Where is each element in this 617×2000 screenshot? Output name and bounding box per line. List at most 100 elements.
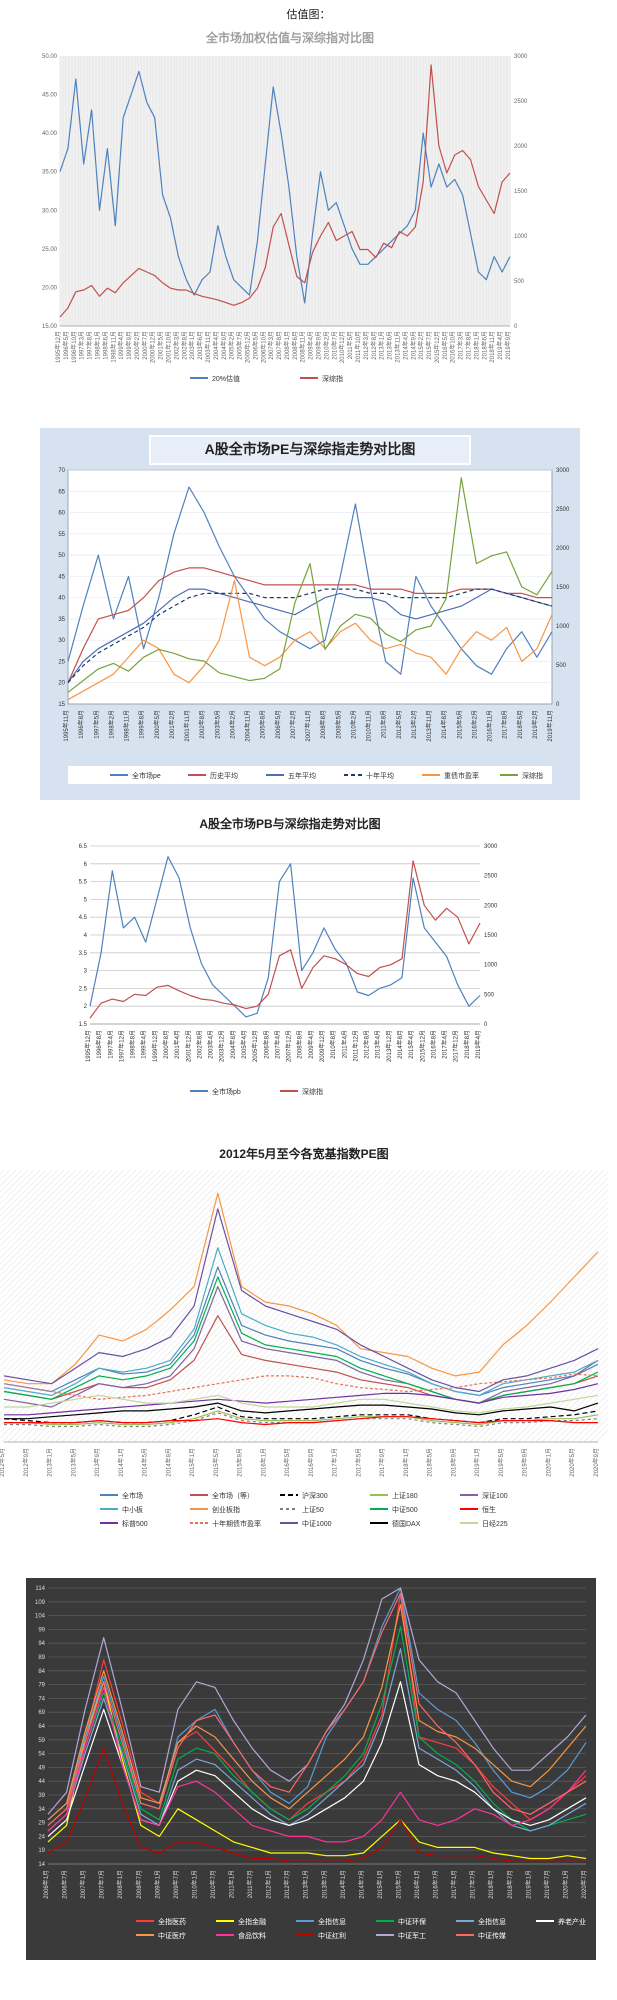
- gridline: [283, 1169, 557, 1443]
- x-tick-label: 1998年11月: [123, 710, 131, 742]
- x-tick-label: 2013年11月: [393, 331, 401, 363]
- y-tick-left: 94: [38, 1641, 45, 1647]
- x-tick-label: 2003年1月: [188, 331, 196, 360]
- gridline: [211, 1169, 485, 1443]
- legend-label: 中证红利: [318, 1931, 346, 1940]
- gridline: [427, 1261, 608, 1443]
- gridline: [259, 1169, 533, 1443]
- y-tick-left: 60: [58, 511, 65, 517]
- legend-label: 深综指: [522, 771, 543, 780]
- legend-label: 全市场pb: [212, 1087, 241, 1096]
- x-tick-label: 1998年6月: [101, 331, 109, 360]
- x-tick-label: 2009年1月: [153, 1870, 161, 1899]
- y-tick-right: 1500: [556, 585, 570, 591]
- gridline: [0, 1169, 137, 1307]
- chart-weighted-valuation-vs-szse: 全市场加权估值与深综指对比图 15.00 20.00 25.00 30.00 35.00 4…: [30, 26, 550, 416]
- series-line-14: [4, 1394, 599, 1414]
- y-tick-left: 1.5: [79, 1022, 88, 1028]
- gridline: [139, 1169, 413, 1443]
- y-tick-right: 500: [556, 663, 567, 669]
- gridline: [0, 1169, 179, 1349]
- x-tick-label: 2014年8月: [440, 710, 448, 739]
- gridline: [169, 1169, 443, 1443]
- x-tick-label: 2013年12月: [385, 1030, 393, 1062]
- gridline: [55, 1169, 329, 1443]
- y-tick-left: 64: [38, 1724, 45, 1730]
- legend-label: 德国DAX: [392, 1519, 421, 1528]
- y-tick-left: 50.00: [42, 54, 58, 60]
- x-tick-label: 2007年11月: [304, 710, 312, 742]
- x-tick-label: 2011年8月: [380, 710, 388, 738]
- legend-label: 全市场pe: [132, 771, 161, 780]
- x-tick-label: 2012年9月: [22, 1448, 30, 1477]
- x-tick-label: 2012年7月: [283, 1870, 291, 1899]
- legend-label: 标普500: [122, 1519, 148, 1528]
- gridline: [103, 1169, 377, 1443]
- y-tick-left: 45: [58, 574, 65, 580]
- gridline: [277, 1169, 551, 1443]
- x-tick-label: 2006年5月: [274, 710, 282, 739]
- gridline: [247, 1169, 521, 1443]
- x-tick-label: 2014年4月: [401, 331, 409, 360]
- gridline: [79, 1169, 353, 1443]
- x-tick-label: 2004年8月: [229, 1030, 237, 1059]
- y-tick-left: 49: [38, 1765, 45, 1771]
- gridline: [0, 1169, 239, 1409]
- x-tick-label: 2004年9月: [220, 331, 228, 360]
- gridline: [0, 1169, 53, 1223]
- chart-1-svg: 全市场加权估值与深综指对比图 15.00 20.00 25.00 30.00 35.00 4…: [42, 30, 528, 383]
- x-tick-label: 2014年8月: [396, 1030, 404, 1059]
- gridline: [0, 1169, 167, 1337]
- x-tick-label: 1999年4月: [140, 1030, 148, 1059]
- x-tick-label: 2012年3月: [362, 331, 370, 360]
- x-tick-label: 2014年9月: [164, 1448, 172, 1477]
- y-tick-right: 2500: [514, 99, 528, 105]
- series-line-4: [67, 580, 553, 701]
- gridline: [0, 1169, 113, 1283]
- series-line-1: [89, 860, 481, 1019]
- gridline: [0, 1169, 119, 1289]
- y-tick-left: 109: [35, 1600, 46, 1606]
- legend-label: 深证100: [482, 1491, 508, 1500]
- y-tick-right: 0: [484, 1022, 488, 1028]
- legend-label: 中证500: [392, 1505, 418, 1514]
- x-tick-label: 2003年4月: [207, 1030, 215, 1059]
- x-tick-label: 2008年1月: [283, 331, 291, 360]
- legend-label: 创业板指: [212, 1505, 240, 1514]
- x-tick-label: 2019年11月: [546, 710, 554, 742]
- x-tick-label: 1997年3月: [78, 331, 86, 360]
- y-tick-right: 0: [556, 702, 560, 708]
- x-tick-label: 2013年11月: [425, 710, 433, 742]
- x-tick-label: 1998年8月: [129, 1030, 137, 1059]
- x-tick-label: 2016年1月: [413, 1870, 421, 1899]
- x-tick-label: 2016年10月: [449, 331, 457, 363]
- y-tick-right: 1500: [514, 189, 528, 195]
- legend-label: 五年平均: [288, 771, 316, 780]
- gridline: [181, 1169, 455, 1443]
- gridline: [319, 1169, 593, 1443]
- y-tick-left: 4: [84, 933, 88, 939]
- x-tick-label: 1997年5月: [92, 710, 100, 739]
- series-line-6: [3, 1192, 599, 1385]
- gridline: [505, 1339, 608, 1443]
- gridline: [295, 1169, 569, 1443]
- gridline: [85, 1169, 359, 1443]
- legend-label: 食品饮料: [238, 1931, 266, 1940]
- x-tick-label: 2014年1月: [339, 1870, 347, 1899]
- x-tick-label: 2010年7月: [330, 331, 338, 360]
- gridline: [0, 1169, 203, 1373]
- x-tick-label: 2013年1月: [302, 1870, 310, 1899]
- gridline: [493, 1327, 608, 1443]
- x-tick-label: 2000年8月: [162, 1030, 170, 1059]
- x-tick-label: 2018年11月: [488, 331, 496, 363]
- x-tick-label: 2011年12月: [351, 1030, 359, 1062]
- x-tick-label: 2018年1月: [472, 331, 480, 360]
- x-tick-label: 2019年7月: [543, 1870, 551, 1899]
- y-tick-left: 70: [58, 468, 65, 474]
- legend-label: 中证环保: [398, 1917, 426, 1926]
- x-tick-label: 2000年5月: [153, 710, 161, 739]
- y-tick-left: 20: [58, 681, 65, 687]
- y-tick-left: 30.00: [42, 208, 58, 214]
- gridline: [301, 1169, 575, 1443]
- gridline: [367, 1201, 608, 1443]
